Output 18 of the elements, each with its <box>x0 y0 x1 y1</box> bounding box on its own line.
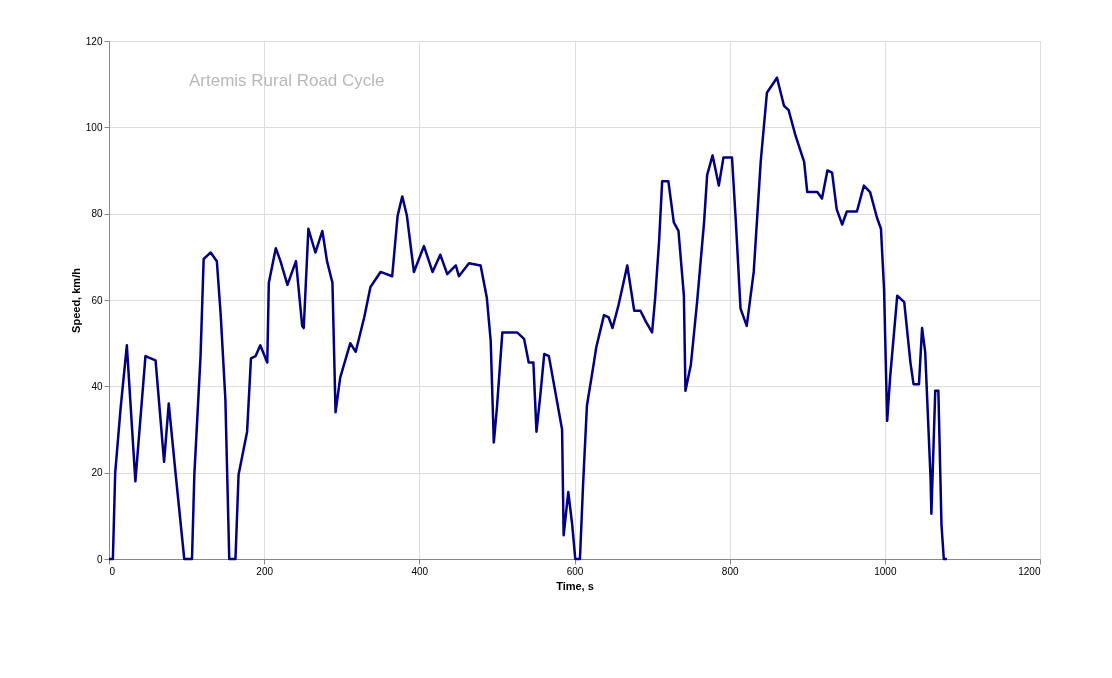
y-tick-label: 60 <box>91 294 103 306</box>
y-tick-label: 100 <box>85 121 103 133</box>
x-tick-label: 1000 <box>874 565 897 577</box>
y-axis-title: Speed, km/h <box>69 267 82 333</box>
x-tick-label: 400 <box>411 565 429 577</box>
x-tick-label: 600 <box>566 565 584 577</box>
x-tick-label: 0 <box>109 565 116 577</box>
y-tick-label: 120 <box>85 35 103 47</box>
y-tick-label: 80 <box>91 208 103 220</box>
x-tick-label: 800 <box>721 565 739 577</box>
x-tick-label: 200 <box>256 565 274 577</box>
annotation: Artemis Rural Road Cycle <box>189 71 385 90</box>
x-tick-label: 1200 <box>1018 565 1041 577</box>
y-tick-label: 20 <box>91 467 103 479</box>
y-tick-label: 40 <box>91 380 103 392</box>
y-tick-label: 0 <box>96 553 103 565</box>
x-axis-title: Time, s <box>556 579 594 592</box>
line-series <box>107 76 949 561</box>
